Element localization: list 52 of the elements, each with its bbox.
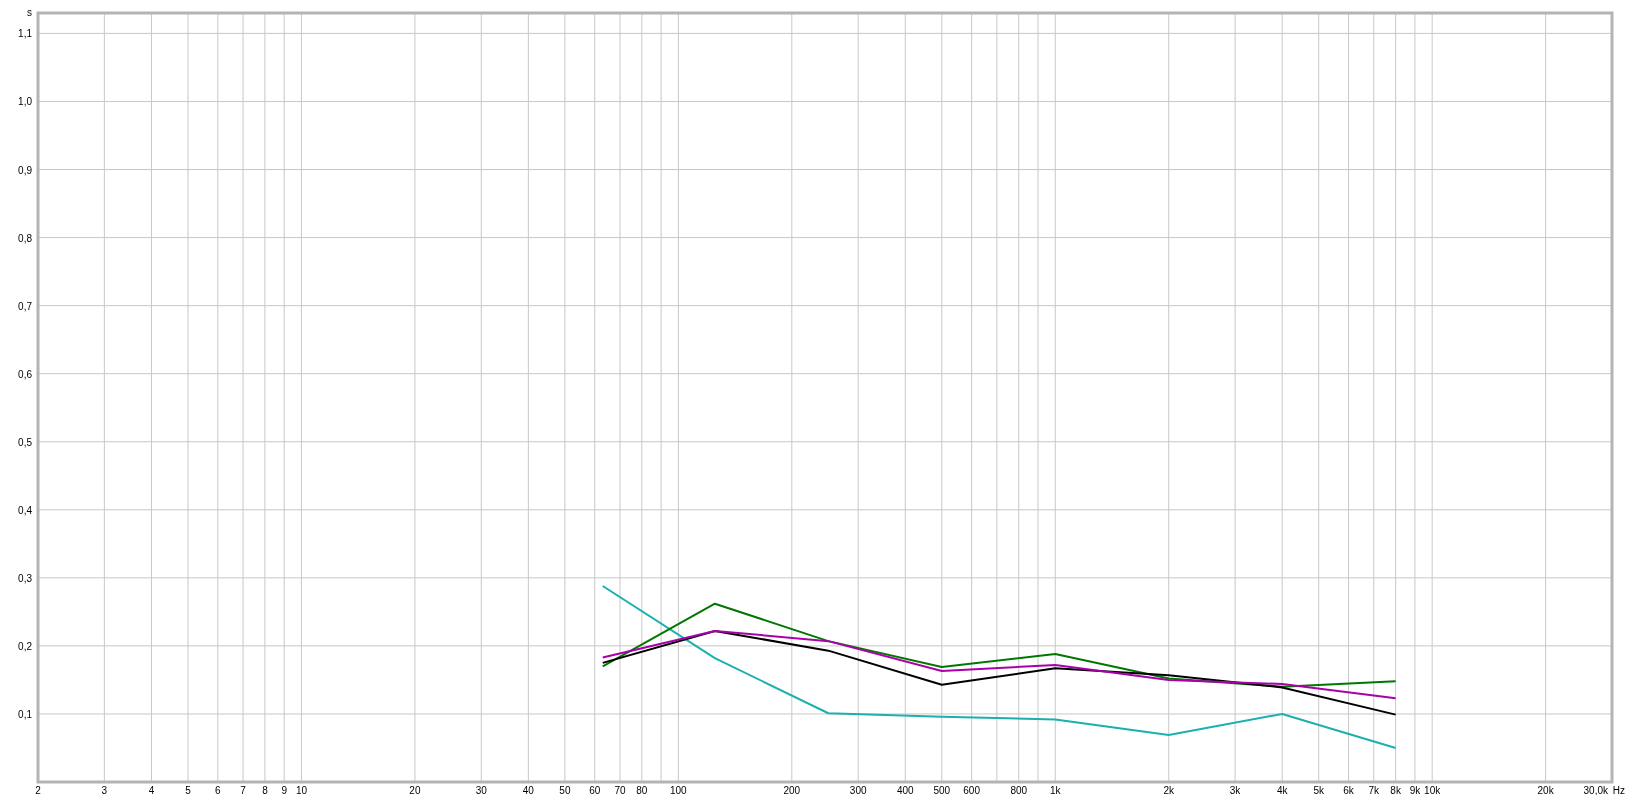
x-tick-label: 2k bbox=[1163, 785, 1175, 796]
y-axis-title: s bbox=[27, 7, 32, 18]
y-tick-label: 0,1 bbox=[18, 708, 33, 720]
x-tick-label: 2 bbox=[35, 785, 42, 796]
x-tick-label: 3k bbox=[1229, 785, 1242, 796]
y-tick-label: 1,1 bbox=[18, 28, 33, 40]
x-tick-label: 20k bbox=[1537, 785, 1555, 796]
x-tick-label: 300 bbox=[849, 785, 867, 796]
x-tick-label: 70 bbox=[614, 785, 626, 796]
x-tick-label: 600 bbox=[963, 785, 981, 796]
x-tick-label: 20 bbox=[409, 785, 421, 796]
x-tick-label: 10 bbox=[295, 785, 308, 796]
y-tick-label: 0,6 bbox=[18, 368, 33, 380]
line-series bbox=[601, 602, 1397, 688]
x-tick-label: 100 bbox=[670, 785, 688, 796]
x-tick-label: 800 bbox=[1010, 785, 1028, 796]
x-tick-label: 50 bbox=[559, 785, 571, 796]
x-tick-label: 8k bbox=[1390, 785, 1402, 796]
y-tick-label: 0,3 bbox=[18, 572, 33, 584]
x-tick-label: 200 bbox=[783, 785, 801, 796]
x-tick-label: 80 bbox=[636, 785, 648, 796]
x-tick-label: 60 bbox=[589, 785, 601, 796]
line-series bbox=[601, 585, 1397, 749]
y-tick-label: 0,5 bbox=[18, 436, 33, 448]
y-tick-label: 0,4 bbox=[18, 504, 33, 516]
x-tick-label: 1k bbox=[1049, 785, 1062, 796]
y-tick-label: 0,9 bbox=[18, 164, 33, 176]
x-tick-label: 4 bbox=[148, 785, 155, 796]
x-tick-label: 4k bbox=[1276, 785, 1289, 796]
x-tick-label: 6 bbox=[215, 785, 222, 796]
x-tick-label: 7k bbox=[1368, 785, 1381, 796]
y-tick-label: 0,2 bbox=[18, 640, 33, 652]
x-tick-label: 10k bbox=[1424, 785, 1442, 796]
y-tick-label: 0,8 bbox=[18, 232, 33, 244]
y-tick-label: 0,7 bbox=[18, 300, 33, 312]
x-tick-label: 9k bbox=[1409, 785, 1422, 796]
x-tick-label: 30 bbox=[475, 785, 488, 796]
x-tick-label: 5k bbox=[1313, 785, 1325, 796]
x-tick-label: 30,0k bbox=[1583, 785, 1609, 796]
x-tick-label: 40 bbox=[522, 785, 535, 796]
x-tick-label: 5 bbox=[185, 785, 192, 796]
x-tick-label: 400 bbox=[896, 785, 915, 796]
x-axis-title: Hz bbox=[1612, 785, 1625, 796]
x-tick-label: 500 bbox=[933, 785, 951, 796]
line-series bbox=[601, 629, 1397, 700]
x-tick-label: 7 bbox=[240, 785, 247, 796]
x-tick-label: 6k bbox=[1343, 785, 1355, 796]
x-tick-label: 8 bbox=[262, 785, 269, 796]
y-tick-label: 1,0 bbox=[18, 96, 33, 108]
x-tick-label: 3 bbox=[101, 785, 108, 796]
line-series bbox=[601, 629, 1397, 716]
x-tick-label: 9 bbox=[281, 785, 288, 796]
